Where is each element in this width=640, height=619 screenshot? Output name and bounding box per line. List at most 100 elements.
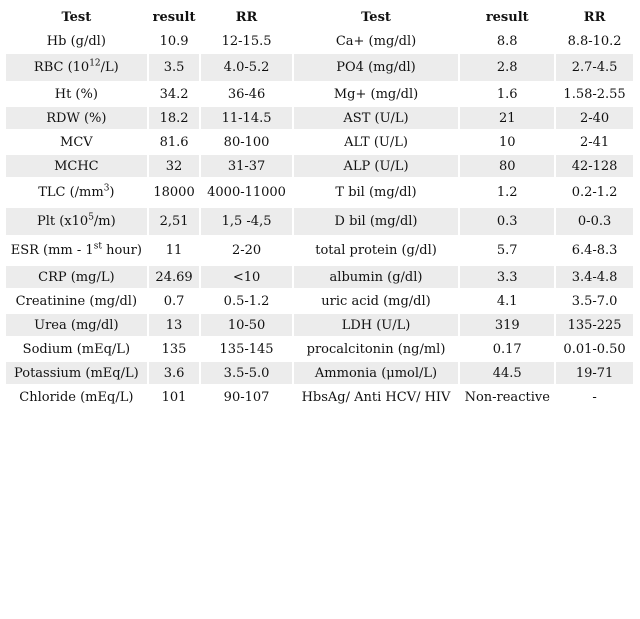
column-header-result-left: result [148, 6, 200, 28]
reference-range-cell: 0.2-1.2 [556, 179, 633, 206]
reference-range-cell: 135-225 [556, 314, 633, 336]
test-name-cell: Ca+ (mg/dl) [293, 30, 459, 52]
table-row: Urea (mg/dl) 13 10-50 LDH (U/L) 319 135-… [6, 314, 633, 336]
table-row: Chloride (mEq/L) 101 90-107 HbsAg/ Anti … [6, 386, 633, 408]
test-name-cell: T bil (mg/dl) [293, 179, 459, 206]
column-header-rr-left: RR [201, 6, 292, 28]
test-name-cell: RDW (%) [6, 107, 147, 129]
superscript: 3 [103, 183, 110, 194]
test-name-cell: LDH (U/L) [293, 314, 459, 336]
reference-range-cell: 135-145 [201, 338, 292, 360]
result-cell: 0.7 [148, 290, 200, 312]
reference-range-cell: 31-37 [201, 155, 292, 177]
test-name-cell: MCHC [6, 155, 147, 177]
test-name-text: Plt (x10 [36, 214, 89, 229]
test-name-cell: albumin (g/dl) [293, 266, 459, 288]
reference-range-cell: 2-20 [201, 237, 292, 264]
test-name-cell: PO4 (mg/dl) [293, 54, 459, 81]
result-cell: 10 [460, 131, 555, 153]
result-cell: Non-reactive [460, 386, 555, 408]
test-name-cell: total protein (g/dl) [293, 237, 459, 264]
test-name-cell: MCV [6, 131, 147, 153]
result-cell: 18000 [148, 179, 200, 206]
column-header-result-right: result [460, 6, 555, 28]
table-header-row: Test result RR Test result RR [6, 6, 633, 28]
reference-range-cell: 4.0-5.2 [201, 54, 292, 81]
reference-range-cell: 1.58-2.55 [556, 83, 633, 105]
test-name-cell: CRP (mg/L) [6, 266, 147, 288]
test-name-cell: TLC (/mm3) [6, 179, 147, 206]
result-cell: 5.7 [460, 237, 555, 264]
result-cell: 10.9 [148, 30, 200, 52]
table-row: RDW (%) 18.2 11-14.5 AST (U/L) 21 2-40 [6, 107, 633, 129]
lab-results-table: Test result RR Test result RR Hb (g/dl) … [4, 4, 635, 410]
reference-range-cell: 3.5-7.0 [556, 290, 633, 312]
column-header-test-right: Test [293, 6, 459, 28]
test-name-text: RBC (10 [33, 60, 90, 75]
result-cell: 4.1 [460, 290, 555, 312]
superscript: 12 [89, 58, 101, 69]
test-name-cell: Ammonia (μmol/L) [293, 362, 459, 384]
test-name-unit: /m) [93, 214, 116, 229]
test-name-cell: Creatinine (mg/dl) [6, 290, 147, 312]
table-row: CRP (mg/L) 24.69 <10 albumin (g/dl) 3.3 … [6, 266, 633, 288]
column-header-test-left: Test [6, 6, 147, 28]
reference-range-cell: 4000-11000 [201, 179, 292, 206]
table-row: ESR (mm - 1st hour) 11 2-20 total protei… [6, 237, 633, 264]
result-cell: 32 [148, 155, 200, 177]
test-name-unit: ) [109, 185, 115, 200]
result-cell: 2.8 [460, 54, 555, 81]
reference-range-cell: 42-128 [556, 155, 633, 177]
reference-range-cell: 3.4-4.8 [556, 266, 633, 288]
test-name-cell: ALP (U/L) [293, 155, 459, 177]
test-name-cell: Urea (mg/dl) [6, 314, 147, 336]
result-cell: 3.3 [460, 266, 555, 288]
result-cell: 0.17 [460, 338, 555, 360]
reference-range-cell: 12-15.5 [201, 30, 292, 52]
reference-range-cell: 11-14.5 [201, 107, 292, 129]
table-row: TLC (/mm3) 18000 4000-11000 T bil (mg/dl… [6, 179, 633, 206]
test-name-cell: Mg+ (mg/dl) [293, 83, 459, 105]
result-cell: 319 [460, 314, 555, 336]
result-cell: 101 [148, 386, 200, 408]
table-row: Ht (%) 34.2 36-46 Mg+ (mg/dl) 1.6 1.58-2… [6, 83, 633, 105]
result-cell: 13 [148, 314, 200, 336]
reference-range-cell: 0.01-0.50 [556, 338, 633, 360]
table-row: Plt (x105/m) 2,51 1,5 -4,5 D bil (mg/dl)… [6, 208, 633, 235]
reference-range-cell: 90-107 [201, 386, 292, 408]
reference-range-cell: 0.5-1.2 [201, 290, 292, 312]
reference-range-cell: 2-41 [556, 131, 633, 153]
test-name-cell: Sodium (mEq/L) [6, 338, 147, 360]
reference-range-cell: 1,5 -4,5 [201, 208, 292, 235]
test-name-cell: ESR (mm - 1st hour) [6, 237, 147, 264]
test-name-text: ESR (mm - 1 [10, 243, 94, 258]
result-cell: 3.5 [148, 54, 200, 81]
table-row: Potassium (mEq/L) 3.6 3.5-5.0 Ammonia (μ… [6, 362, 633, 384]
superscript: st [93, 241, 102, 252]
result-cell: 21 [460, 107, 555, 129]
test-name-cell: procalcitonin (ng/ml) [293, 338, 459, 360]
reference-range-cell: 80-100 [201, 131, 292, 153]
test-name-cell: HbsAg/ Anti HCV/ HIV [293, 386, 459, 408]
reference-range-cell: 2.7-4.5 [556, 54, 633, 81]
reference-range-cell: 19-71 [556, 362, 633, 384]
result-cell: 81.6 [148, 131, 200, 153]
reference-range-cell: 2-40 [556, 107, 633, 129]
test-name-cell: Plt (x105/m) [6, 208, 147, 235]
reference-range-cell: 3.5-5.0 [201, 362, 292, 384]
table-row: Creatinine (mg/dl) 0.7 0.5-1.2 uric acid… [6, 290, 633, 312]
result-cell: 1.2 [460, 179, 555, 206]
reference-range-cell: <10 [201, 266, 292, 288]
test-name-cell: RBC (1012/L) [6, 54, 147, 81]
result-cell: 24.69 [148, 266, 200, 288]
result-cell: 44.5 [460, 362, 555, 384]
result-cell: 135 [148, 338, 200, 360]
result-cell: 11 [148, 237, 200, 264]
result-cell: 8.8 [460, 30, 555, 52]
test-name-text: TLC (/mm [38, 185, 104, 200]
result-cell: 34.2 [148, 83, 200, 105]
superscript: 5 [88, 212, 94, 223]
table-row: Sodium (mEq/L) 135 135-145 procalcitonin… [6, 338, 633, 360]
test-name-cell: D bil (mg/dl) [293, 208, 459, 235]
test-name-cell: uric acid (mg/dl) [293, 290, 459, 312]
